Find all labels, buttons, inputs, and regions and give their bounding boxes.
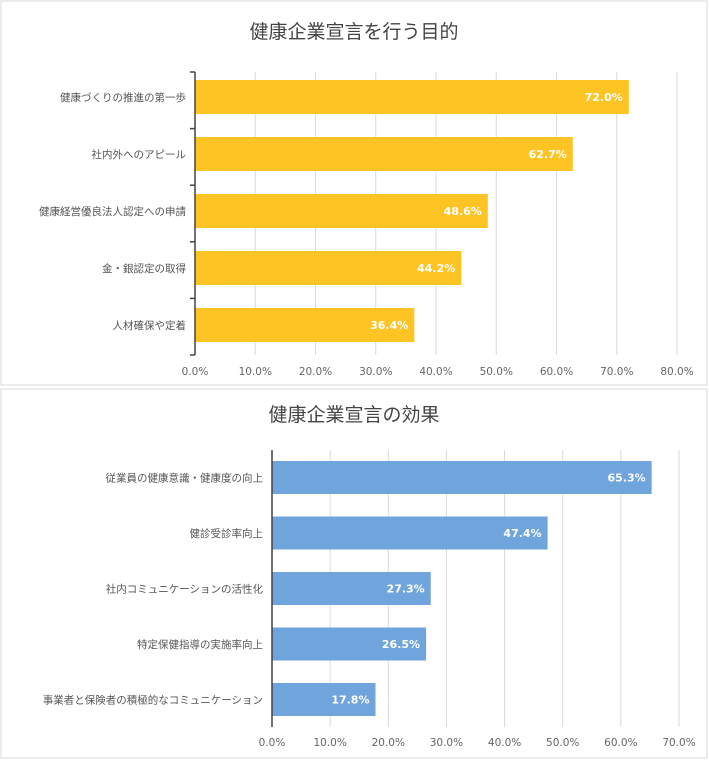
category-label: 健康経営優良法人認定への申請: [39, 205, 186, 218]
data-label: 62.7%: [529, 148, 567, 161]
x-tick-label: 60.0%: [604, 737, 637, 749]
x-tick-label: 40.0%: [419, 366, 452, 378]
x-tick-label: 10.0%: [313, 737, 346, 749]
data-label: 36.4%: [370, 319, 408, 332]
bar: [272, 627, 427, 661]
x-tick-label: 80.0%: [660, 366, 693, 378]
x-tick-label: 20.0%: [372, 737, 405, 749]
bar: [272, 683, 376, 716]
category-label: 事業者と保険者の積極的なコミュニケーション: [43, 694, 263, 707]
category-label: 特定保健指導の実施率向上: [137, 638, 263, 651]
category-label: 人材確保や定着: [113, 319, 187, 332]
x-tick-label: 30.0%: [359, 366, 392, 378]
bar: [195, 80, 629, 114]
x-tick-label: 60.0%: [540, 366, 573, 378]
bar: [272, 461, 652, 494]
x-tick-label: 50.0%: [546, 737, 579, 749]
bar: [195, 194, 488, 228]
category-label: 健康づくりの推進の第一歩: [60, 91, 186, 104]
x-tick-label: 20.0%: [299, 366, 332, 378]
x-tick-label: 50.0%: [480, 366, 513, 378]
category-label: 社内コミュニケーションの活性化: [106, 583, 264, 596]
category-label: 従業員の健康意識・健康度の向上: [106, 472, 264, 485]
x-tick-label: 30.0%: [430, 737, 463, 749]
x-tick-label: 40.0%: [488, 737, 521, 749]
x-tick-label: 0.0%: [182, 366, 209, 378]
category-label: 金・銀認定の取得: [102, 262, 186, 275]
data-label: 65.3%: [608, 472, 646, 485]
bar: [272, 572, 431, 605]
category-label: 健診受診率向上: [190, 527, 264, 540]
bar: [272, 516, 548, 550]
data-label: 17.8%: [331, 694, 369, 707]
x-tick-label: 10.0%: [239, 366, 272, 378]
data-label: 48.6%: [444, 205, 482, 218]
x-tick-label: 0.0%: [259, 737, 286, 749]
data-label: 27.3%: [387, 583, 425, 596]
x-tick-label: 70.0%: [600, 366, 633, 378]
chart-2-title: 健康企業宣言の効果: [268, 404, 439, 426]
category-label: 社内外へのアピール: [92, 148, 187, 161]
x-tick-label: 70.0%: [662, 737, 695, 749]
bar: [195, 251, 462, 285]
data-label: 44.2%: [417, 262, 455, 275]
data-label: 26.5%: [382, 638, 420, 651]
bar: [195, 308, 415, 342]
data-label: 47.4%: [503, 527, 541, 540]
bar: [195, 137, 573, 171]
data-label: 72.0%: [585, 91, 623, 104]
chart-1-title: 健康企業宣言を行う目的: [249, 21, 458, 43]
